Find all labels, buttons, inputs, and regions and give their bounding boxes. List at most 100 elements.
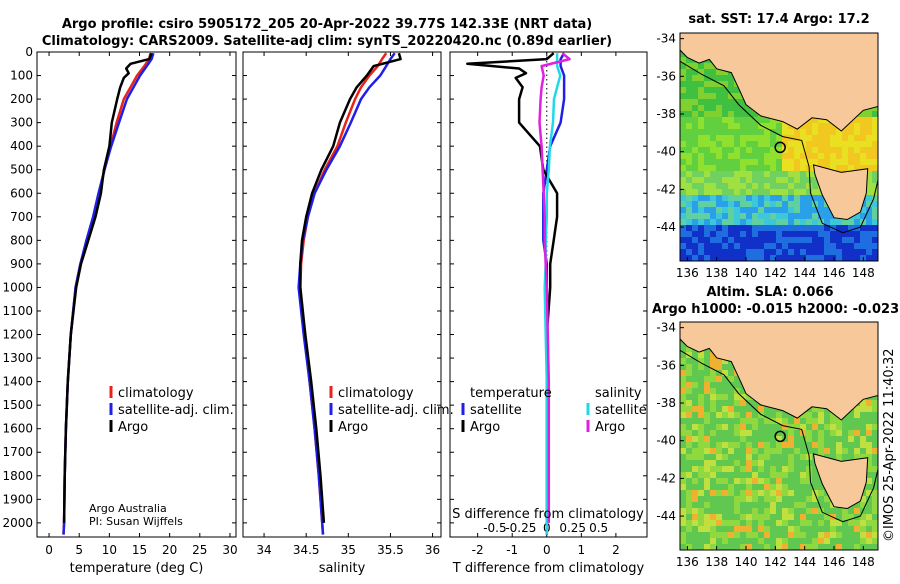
map-pixel bbox=[782, 532, 788, 538]
map-pixel bbox=[818, 448, 824, 454]
map-pixel bbox=[734, 442, 740, 448]
map-pixel bbox=[818, 243, 824, 249]
map-pixel bbox=[746, 159, 752, 165]
map-pixel bbox=[842, 436, 848, 442]
map-pixel bbox=[704, 496, 710, 502]
map-pixel bbox=[746, 526, 752, 532]
map-pixel bbox=[752, 478, 758, 484]
map-pixel bbox=[680, 255, 686, 261]
map-pixel bbox=[716, 472, 722, 478]
map-pixel bbox=[776, 466, 782, 472]
map-pixel bbox=[680, 388, 686, 394]
map-pixel bbox=[698, 352, 704, 358]
map-pixel bbox=[740, 159, 746, 165]
map-pixel bbox=[680, 249, 686, 255]
map-pixel bbox=[752, 454, 758, 460]
map-pixel bbox=[704, 448, 710, 454]
map-pixel bbox=[764, 466, 770, 472]
map-pixel bbox=[854, 117, 860, 123]
map-pixel bbox=[710, 448, 716, 454]
map-pixel bbox=[770, 508, 776, 514]
map-pixel bbox=[722, 75, 728, 81]
map-pixel bbox=[704, 231, 710, 237]
map-pixel bbox=[806, 213, 812, 219]
y-tick-label: 100 bbox=[10, 69, 33, 83]
map-pixel bbox=[764, 189, 770, 195]
map-pixel bbox=[692, 183, 698, 189]
map-pixel bbox=[728, 382, 734, 388]
map-pixel bbox=[866, 520, 872, 526]
map-pixel bbox=[866, 490, 872, 496]
map-pixel bbox=[710, 466, 716, 472]
map-pixel bbox=[794, 484, 800, 490]
map-pixel bbox=[812, 255, 818, 261]
map-pixel bbox=[692, 466, 698, 472]
map-pixel bbox=[692, 129, 698, 135]
map-pixel bbox=[860, 153, 866, 159]
map-pixel bbox=[866, 117, 872, 123]
map-pixel bbox=[746, 237, 752, 243]
map-pixel bbox=[728, 484, 734, 490]
map-pixel bbox=[782, 526, 788, 532]
map-pixel bbox=[704, 442, 710, 448]
map-pixel bbox=[776, 135, 782, 141]
x-tick-label: 35 bbox=[341, 543, 356, 557]
map-pixel bbox=[692, 358, 698, 364]
map-pixel bbox=[830, 430, 836, 436]
legend-label-satellite: satellite-adj. clim. bbox=[118, 403, 234, 418]
x-tick-label: 140 bbox=[735, 555, 758, 569]
map-pixel bbox=[728, 394, 734, 400]
map-pixel bbox=[782, 514, 788, 520]
map-pixel bbox=[770, 490, 776, 496]
map-pixel bbox=[776, 424, 782, 430]
map-pixel bbox=[692, 490, 698, 496]
map-pixel bbox=[716, 454, 722, 460]
map-pixel bbox=[734, 394, 740, 400]
map-pixel bbox=[836, 436, 842, 442]
map-pixel bbox=[782, 201, 788, 207]
map-pixel bbox=[698, 123, 704, 129]
map-pixel bbox=[710, 63, 716, 69]
map-pixel bbox=[740, 442, 746, 448]
map-pixel bbox=[782, 484, 788, 490]
map-pixel bbox=[692, 430, 698, 436]
map-pixel bbox=[872, 165, 878, 171]
map-pixel bbox=[722, 448, 728, 454]
map-pixel bbox=[824, 418, 830, 424]
map-pixel bbox=[734, 117, 740, 123]
map-pixel bbox=[782, 520, 788, 526]
map-pixel bbox=[854, 538, 860, 544]
map-pixel bbox=[680, 93, 686, 99]
map-pixel bbox=[800, 472, 806, 478]
map-pixel bbox=[704, 129, 710, 135]
y-tick-label: 1400 bbox=[2, 375, 33, 389]
map-pixel bbox=[710, 243, 716, 249]
map-pixel bbox=[704, 255, 710, 261]
map-pixel bbox=[728, 526, 734, 532]
map-pixel bbox=[800, 424, 806, 430]
map-pixel bbox=[704, 81, 710, 87]
map-pixel bbox=[680, 514, 686, 520]
map-pixel bbox=[752, 424, 758, 430]
map-pixel bbox=[698, 87, 704, 93]
map-pixel bbox=[746, 105, 752, 111]
map-pixel bbox=[710, 382, 716, 388]
y-tick-label: -36 bbox=[656, 358, 676, 372]
map-pixel bbox=[686, 87, 692, 93]
map-pixel bbox=[812, 243, 818, 249]
map-pixel bbox=[806, 231, 812, 237]
map-pixel bbox=[704, 201, 710, 207]
map-pixel bbox=[860, 454, 866, 460]
y-tick-label: -34 bbox=[656, 321, 676, 335]
map-pixel bbox=[770, 448, 776, 454]
y-tick-label: -44 bbox=[656, 220, 676, 234]
map-pixel bbox=[680, 123, 686, 129]
map-pixel bbox=[686, 81, 692, 87]
map-pixel bbox=[782, 249, 788, 255]
map-pixel bbox=[722, 237, 728, 243]
map-pixel bbox=[704, 93, 710, 99]
map-pixel bbox=[836, 159, 842, 165]
map-pixel bbox=[788, 430, 794, 436]
map-pixel bbox=[866, 406, 872, 412]
